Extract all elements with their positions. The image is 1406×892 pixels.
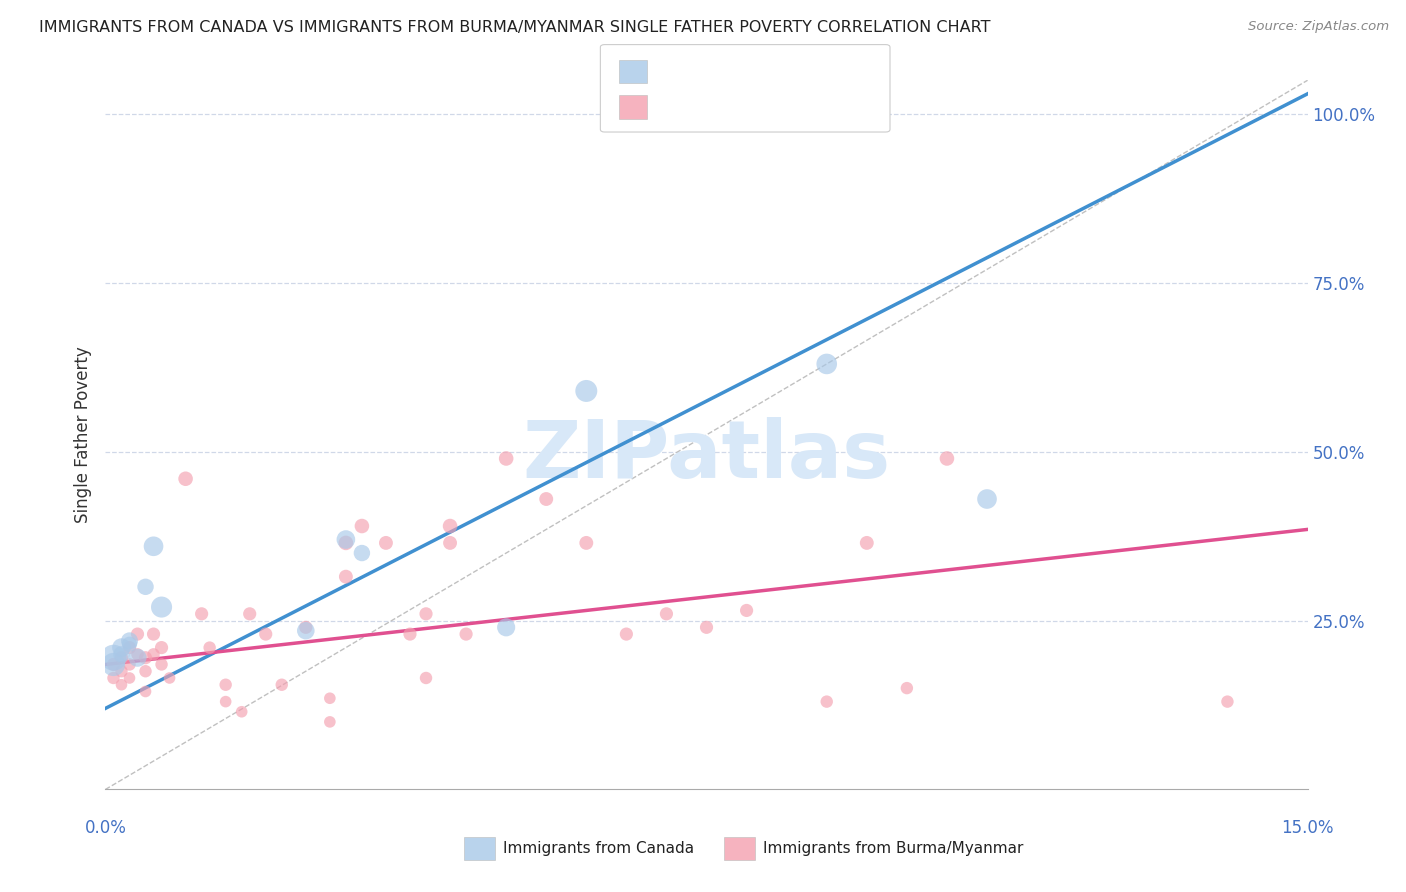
Point xyxy=(174,472,197,486)
Point xyxy=(135,684,157,698)
Point xyxy=(127,648,149,662)
Point xyxy=(127,627,149,641)
Text: N = 17: N = 17 xyxy=(759,62,821,80)
Point xyxy=(374,536,398,550)
Point xyxy=(103,671,125,685)
Point xyxy=(335,533,357,547)
Point xyxy=(495,620,517,634)
Point xyxy=(495,451,517,466)
Point xyxy=(103,657,125,672)
Point xyxy=(735,603,758,617)
Point xyxy=(110,664,132,679)
Text: N = 52: N = 52 xyxy=(759,98,821,116)
Point xyxy=(239,607,262,621)
Point xyxy=(103,650,125,665)
Text: R = 0.720: R = 0.720 xyxy=(658,62,749,80)
Point xyxy=(936,451,959,466)
Point xyxy=(896,681,918,695)
Point xyxy=(214,695,236,709)
Point xyxy=(855,536,877,550)
Point xyxy=(295,624,318,638)
Text: Source: ZipAtlas.com: Source: ZipAtlas.com xyxy=(1249,20,1389,33)
Point xyxy=(190,607,212,621)
Point xyxy=(135,580,157,594)
Point xyxy=(110,650,132,665)
Point xyxy=(231,705,253,719)
Point xyxy=(118,633,141,648)
Point xyxy=(118,640,141,655)
Point xyxy=(350,519,373,533)
Point xyxy=(399,627,422,641)
Point xyxy=(159,671,181,685)
Point xyxy=(976,491,998,506)
Point xyxy=(439,519,461,533)
Point xyxy=(415,607,437,621)
Text: 15.0%: 15.0% xyxy=(1281,819,1334,837)
Point xyxy=(575,536,598,550)
Point xyxy=(118,637,141,651)
Point xyxy=(110,678,132,692)
Point xyxy=(118,671,141,685)
Point xyxy=(214,678,236,692)
Point xyxy=(575,384,598,398)
Point xyxy=(815,695,838,709)
Text: Immigrants from Canada: Immigrants from Canada xyxy=(503,841,695,855)
Point xyxy=(127,650,149,665)
Point xyxy=(103,657,125,672)
Point xyxy=(655,607,678,621)
Point xyxy=(335,536,357,550)
Point xyxy=(270,678,292,692)
Y-axis label: Single Father Poverty: Single Father Poverty xyxy=(73,346,91,524)
Text: 0.0%: 0.0% xyxy=(84,819,127,837)
Point xyxy=(142,539,165,553)
Point xyxy=(454,627,477,641)
Point xyxy=(110,648,132,662)
Point xyxy=(616,627,638,641)
Point xyxy=(439,536,461,550)
Point xyxy=(696,620,718,634)
Point xyxy=(110,640,132,655)
Point xyxy=(319,714,342,729)
Point xyxy=(335,570,357,584)
Point xyxy=(534,491,557,506)
Point xyxy=(150,657,173,672)
Point xyxy=(415,671,437,685)
Point xyxy=(1216,695,1239,709)
Point xyxy=(150,640,173,655)
Point xyxy=(118,657,141,672)
Point xyxy=(135,664,157,679)
Point xyxy=(150,600,173,615)
Text: IMMIGRANTS FROM CANADA VS IMMIGRANTS FROM BURMA/MYANMAR SINGLE FATHER POVERTY CO: IMMIGRANTS FROM CANADA VS IMMIGRANTS FRO… xyxy=(39,20,991,35)
Point xyxy=(319,691,342,706)
Point xyxy=(142,648,165,662)
Point xyxy=(135,650,157,665)
Text: R = 0.250: R = 0.250 xyxy=(658,98,748,116)
Point xyxy=(254,627,277,641)
Text: ZIPatlas: ZIPatlas xyxy=(523,417,890,495)
Point xyxy=(815,357,838,371)
Text: Immigrants from Burma/Myanmar: Immigrants from Burma/Myanmar xyxy=(763,841,1024,855)
Point xyxy=(350,546,373,560)
Point xyxy=(295,620,318,634)
Point xyxy=(142,627,165,641)
Point xyxy=(198,640,221,655)
